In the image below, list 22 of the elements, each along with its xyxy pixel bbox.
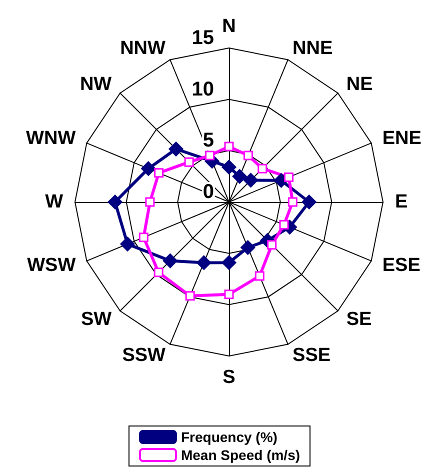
legend-label: Mean Speed (m/s) xyxy=(180,447,300,463)
spoke-label: NE xyxy=(346,74,373,96)
spoke-label: E xyxy=(395,192,408,212)
spoke-label: NW xyxy=(80,74,112,96)
spoke-label: ESE xyxy=(382,255,420,276)
spoke-label: S xyxy=(222,367,236,388)
spoke-label: SE xyxy=(346,308,372,330)
y-tick-label: 5 xyxy=(202,130,214,152)
spoke-label: SSE xyxy=(292,344,331,366)
y-tick-label: 0 xyxy=(202,181,214,203)
spoke-label: WNW xyxy=(26,128,76,149)
spoke-label: SW xyxy=(81,308,112,330)
y-tick-label: 15 xyxy=(192,27,214,49)
spoke-label: W xyxy=(45,192,64,212)
spoke-label: WSW xyxy=(27,255,76,276)
legend-label: Frequency (%) xyxy=(180,429,278,445)
spoke-label: ENE xyxy=(382,128,422,149)
y-tick-label: 10 xyxy=(192,78,214,100)
spoke-label: N xyxy=(222,16,236,37)
spoke-label: NNE xyxy=(292,38,333,60)
spoke-label: SSW xyxy=(122,344,166,366)
spoke-label: NNW xyxy=(120,38,166,60)
